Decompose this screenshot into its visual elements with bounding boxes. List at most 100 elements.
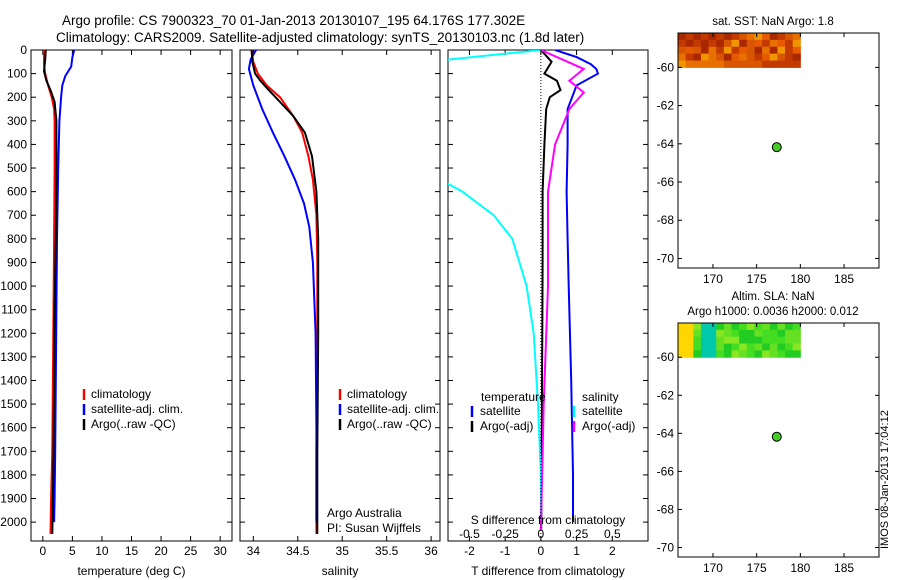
sst_map-field-cell (685, 39, 694, 48)
depth-tick-label: 2000 (0, 515, 27, 529)
sst_map-field-cell (716, 60, 725, 68)
sst_map-field-cell (777, 60, 786, 68)
sst_map-xtick-label: 180 (790, 272, 810, 286)
sst_map-field-cell (754, 46, 763, 55)
sla_map-field-cell (777, 336, 786, 345)
sst_map-field-cell (777, 53, 786, 62)
sla_map-field-cell (700, 336, 710, 345)
depth-tick-label: 500 (7, 161, 27, 175)
sla_map-field-cell (785, 336, 794, 345)
sla_map-field-cell (678, 323, 687, 331)
sst_map-field-cell (762, 39, 771, 48)
sst_map-field-cell (792, 46, 801, 55)
sst_map-field-cell (739, 60, 748, 68)
difference-legend-label: Argo(-adj) (582, 419, 635, 433)
difference-xtick-label: 1 (573, 544, 580, 558)
sst_map-field-cell (746, 46, 755, 55)
figure-title-line2: Climatology: CARS2009. Satellite-adjuste… (56, 30, 585, 45)
difference-legend-label: satellite (582, 404, 623, 418)
sla_map-xtick-label: 180 (790, 561, 810, 575)
sla_map-ytick-label: -70 (657, 540, 675, 554)
sla_map-field-cell (716, 336, 725, 345)
sst_map-field-cell (700, 60, 710, 68)
sst_map-field-cell (777, 46, 786, 55)
sla_map-field-cell (754, 329, 763, 338)
difference-series-argo (540, 50, 562, 530)
salinity-xtick-label: 36 (424, 544, 438, 558)
sla_map-field-cell (777, 343, 786, 351)
sla_map-field-cell (693, 329, 702, 338)
sla_map-field-cell (678, 336, 687, 345)
sst_map-field-cell (785, 33, 794, 41)
sla_map-field-cell (746, 343, 755, 351)
temperature-legend-label: climatology (91, 387, 151, 401)
depth-tick-label: 0 (20, 43, 27, 57)
sst_map-field-cell (700, 39, 710, 48)
temperature-xtick-label: 5 (69, 544, 76, 558)
sst_map-field-cell (678, 46, 687, 55)
salinity-xtick-label: 34 (247, 544, 261, 558)
depth-tick-label: 200 (7, 90, 27, 104)
depth-tick-label: 1100 (1, 303, 27, 317)
sst_map-field-cell (716, 33, 725, 41)
sst_map-field-cell (693, 39, 702, 48)
sla_map-xtick-label: 170 (703, 561, 723, 575)
sla_map-field-cell (723, 343, 733, 351)
sst_map-field-cell (754, 53, 763, 62)
sla_map-field-cell (792, 343, 801, 351)
sst_map-field-cell (746, 60, 755, 68)
temperature-xtick-label: 30 (213, 544, 227, 558)
sla_map-field-cell (739, 350, 748, 358)
temperature-xtick-label: 15 (125, 544, 139, 558)
sla_map-field-cell (731, 343, 740, 351)
salinity-legend-label: satellite-adj. clim. (347, 402, 439, 416)
sla_map-field-cell (769, 343, 778, 351)
sst_map-field-cell (769, 33, 778, 41)
salinity-annotation-line: PI: Susan Wijffels (327, 521, 421, 535)
sst_map-field-cell (731, 39, 740, 48)
sst_map-field-cell (754, 60, 763, 68)
sla_map-field-cell (746, 350, 755, 358)
imos-credit: IMOS 08-Jan-2013 17:04:12 (879, 410, 891, 549)
sst_map-field-cell (678, 33, 687, 41)
sla_map-field-cell (731, 336, 740, 345)
sla_map-field-cell (792, 329, 801, 338)
sla_map-field-cell (723, 323, 733, 331)
sla_map-field-cell (731, 329, 740, 338)
sla_map-field-cell (716, 350, 725, 358)
sst_map-field-cell (716, 53, 725, 62)
sst_map-field-cell (739, 53, 748, 62)
temperature-xtick-label: 10 (95, 544, 109, 558)
sst_map-field-cell (700, 46, 710, 55)
sst_map-field-cell (700, 33, 710, 41)
sla_map-field-cell (700, 343, 710, 351)
sst_map-field-cell (731, 60, 740, 68)
temperature-panel-frame (30, 49, 233, 542)
difference-xtick-label: 0 (538, 544, 545, 558)
sla_map-field-cell (762, 343, 771, 351)
difference-s-tick-label: 0.25 (565, 527, 589, 541)
sst_map-field-cell (723, 39, 733, 48)
sla_map-field-cell (723, 329, 733, 338)
sst_map-field-cell (731, 53, 740, 62)
sst_map-field-cell (708, 46, 717, 55)
sla_map-field-cell (723, 350, 733, 358)
sla_map-field-cell (700, 323, 710, 331)
sst_map-title: sat. SST: NaN Argo: 1.8 (712, 16, 833, 28)
sla_map-field-cell (708, 336, 717, 345)
sla_map-field-cell (785, 350, 794, 358)
sla_map-field-cell (739, 323, 748, 331)
sla_map-field-cell (685, 350, 694, 358)
sst_map-field-cell (678, 39, 687, 48)
sst_map-field-cell (723, 46, 733, 55)
sla_map-field-cell (685, 323, 694, 331)
sla_map-field-cell (731, 323, 740, 331)
sst_map-argo-position-marker (771, 142, 782, 153)
sst_map-ytick-label: -68 (657, 213, 675, 227)
sla_map-field-cell (716, 343, 725, 351)
sla_map-field-cell (785, 343, 794, 351)
sst_map-field-cell (708, 60, 717, 68)
sla_map-xtick-label: 185 (834, 561, 854, 575)
sla_map-field-cell (777, 350, 786, 358)
